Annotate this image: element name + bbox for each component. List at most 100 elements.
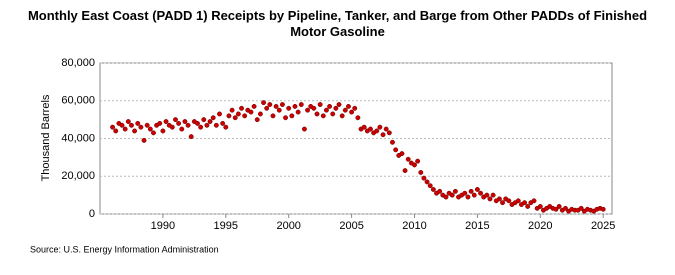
data-point xyxy=(273,103,279,109)
data-point xyxy=(210,115,216,121)
data-point xyxy=(270,113,276,119)
y-tick-label: 0 xyxy=(89,208,95,220)
data-point xyxy=(176,120,182,126)
data-point xyxy=(336,102,342,107)
data-point xyxy=(138,124,144,130)
data-point xyxy=(377,124,383,130)
data-point xyxy=(399,151,405,157)
data-point xyxy=(327,103,333,109)
data-point xyxy=(195,120,200,126)
x-tick-label: 2010 xyxy=(402,220,426,232)
data-point xyxy=(201,117,207,123)
data-point xyxy=(229,107,235,113)
data-point xyxy=(226,113,232,119)
data-point xyxy=(383,126,389,132)
data-point xyxy=(415,158,421,164)
data-point xyxy=(289,113,295,119)
data-point xyxy=(522,200,528,206)
y-tick-label: 40,000 xyxy=(61,132,95,144)
data-point xyxy=(320,113,326,119)
data-point xyxy=(525,204,531,209)
data-point xyxy=(474,187,480,192)
data-point xyxy=(279,102,285,107)
data-point xyxy=(368,126,373,132)
data-point xyxy=(173,117,178,123)
data-point xyxy=(393,147,399,153)
data-point xyxy=(239,105,244,111)
data-point xyxy=(264,105,270,111)
data-point xyxy=(333,105,339,111)
x-tick-label: 2005 xyxy=(339,220,363,232)
data-point xyxy=(141,137,147,143)
data-point xyxy=(355,115,361,121)
data-point xyxy=(292,103,298,109)
data-point xyxy=(556,204,562,209)
data-point xyxy=(251,103,257,109)
data-point xyxy=(323,107,329,113)
data-point xyxy=(374,128,380,134)
x-tick-label: 1995 xyxy=(214,220,238,232)
data-point xyxy=(305,107,311,113)
data-point xyxy=(128,122,134,128)
data-point xyxy=(352,105,358,111)
data-point xyxy=(339,113,345,119)
data-point xyxy=(317,102,323,107)
data-point xyxy=(235,111,241,117)
data-point xyxy=(132,128,138,134)
data-point xyxy=(113,128,119,134)
data-point xyxy=(553,206,559,212)
data-point xyxy=(198,124,204,130)
data-point xyxy=(506,198,512,204)
data-point xyxy=(283,115,289,121)
data-point xyxy=(147,126,153,132)
chart-title: Monthly East Coast (PADD 1) Receipts by … xyxy=(27,8,648,39)
data-point xyxy=(487,196,493,202)
data-point xyxy=(314,111,320,117)
data-point xyxy=(188,134,194,140)
data-point xyxy=(418,170,424,175)
data-point xyxy=(135,120,141,126)
source: Source: U.S. Energy Information Administ… xyxy=(30,244,219,254)
data-point xyxy=(563,205,568,211)
data-point xyxy=(342,107,348,113)
data-point xyxy=(182,119,188,124)
data-point xyxy=(122,126,128,132)
data-point xyxy=(301,126,307,132)
data-point xyxy=(144,122,150,128)
data-point xyxy=(257,111,263,117)
data-point xyxy=(204,122,210,128)
y-tick-label: 20,000 xyxy=(61,170,95,182)
data-point xyxy=(402,168,408,174)
data-point xyxy=(125,119,131,124)
data-point xyxy=(471,192,477,198)
data-point xyxy=(484,192,490,198)
data-point xyxy=(261,100,266,106)
data-point xyxy=(468,188,474,194)
x-tick-label: 2015 xyxy=(465,220,489,232)
y-tick-label: 80,000 xyxy=(61,57,95,69)
data-point xyxy=(490,192,496,198)
data-point xyxy=(537,204,543,209)
data-point xyxy=(496,196,502,202)
x-tick-label: 2020 xyxy=(528,220,552,232)
data-point xyxy=(515,198,521,204)
data-point xyxy=(207,119,213,124)
data-point xyxy=(462,190,468,196)
data-point xyxy=(386,130,392,136)
x-tick-label: 2000 xyxy=(276,220,300,232)
data-point xyxy=(361,124,367,130)
data-point xyxy=(254,117,260,123)
data-point xyxy=(298,102,304,107)
data-point xyxy=(437,188,443,194)
data-point xyxy=(405,156,411,162)
x-tick-label: 2025 xyxy=(591,220,615,232)
data-point xyxy=(119,122,125,128)
data-point xyxy=(267,102,273,107)
data-point xyxy=(232,115,238,121)
x-tick-label: 1990 xyxy=(151,220,175,232)
data-point xyxy=(424,179,430,185)
y-tick-label: 60,000 xyxy=(61,95,95,107)
data-point xyxy=(443,194,449,200)
